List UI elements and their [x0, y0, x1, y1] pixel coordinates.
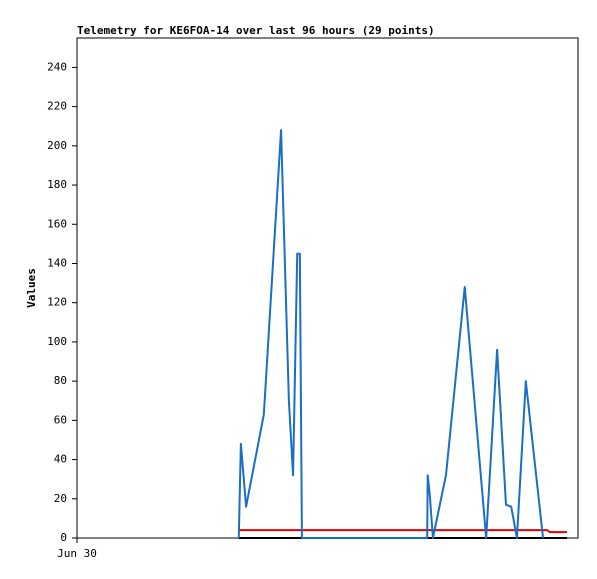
x-tick-label: Jun 30: [57, 547, 97, 560]
y-tick-label: 80: [54, 374, 67, 387]
y-tick-label: 60: [54, 413, 67, 426]
y-tick-label: 40: [54, 453, 67, 466]
y-tick-label: 220: [47, 100, 67, 113]
y-tick-label: 200: [47, 139, 67, 152]
y-tick-label: 240: [47, 60, 67, 73]
y-tick-label: 100: [47, 335, 67, 348]
series-line: [237, 129, 545, 539]
y-tick-label: 20: [54, 492, 67, 505]
y-tick-label: 0: [60, 531, 67, 544]
y-axis-label: Values: [25, 268, 38, 308]
y-tick-label: 120: [47, 296, 67, 309]
y-tick-label: 160: [47, 217, 67, 230]
y-tick-label: 140: [47, 256, 67, 269]
chart-title: Telemetry for KE6FOA-14 over last 96 hou…: [77, 24, 435, 37]
y-tick-label: 180: [47, 178, 67, 191]
series-line: [238, 529, 568, 534]
